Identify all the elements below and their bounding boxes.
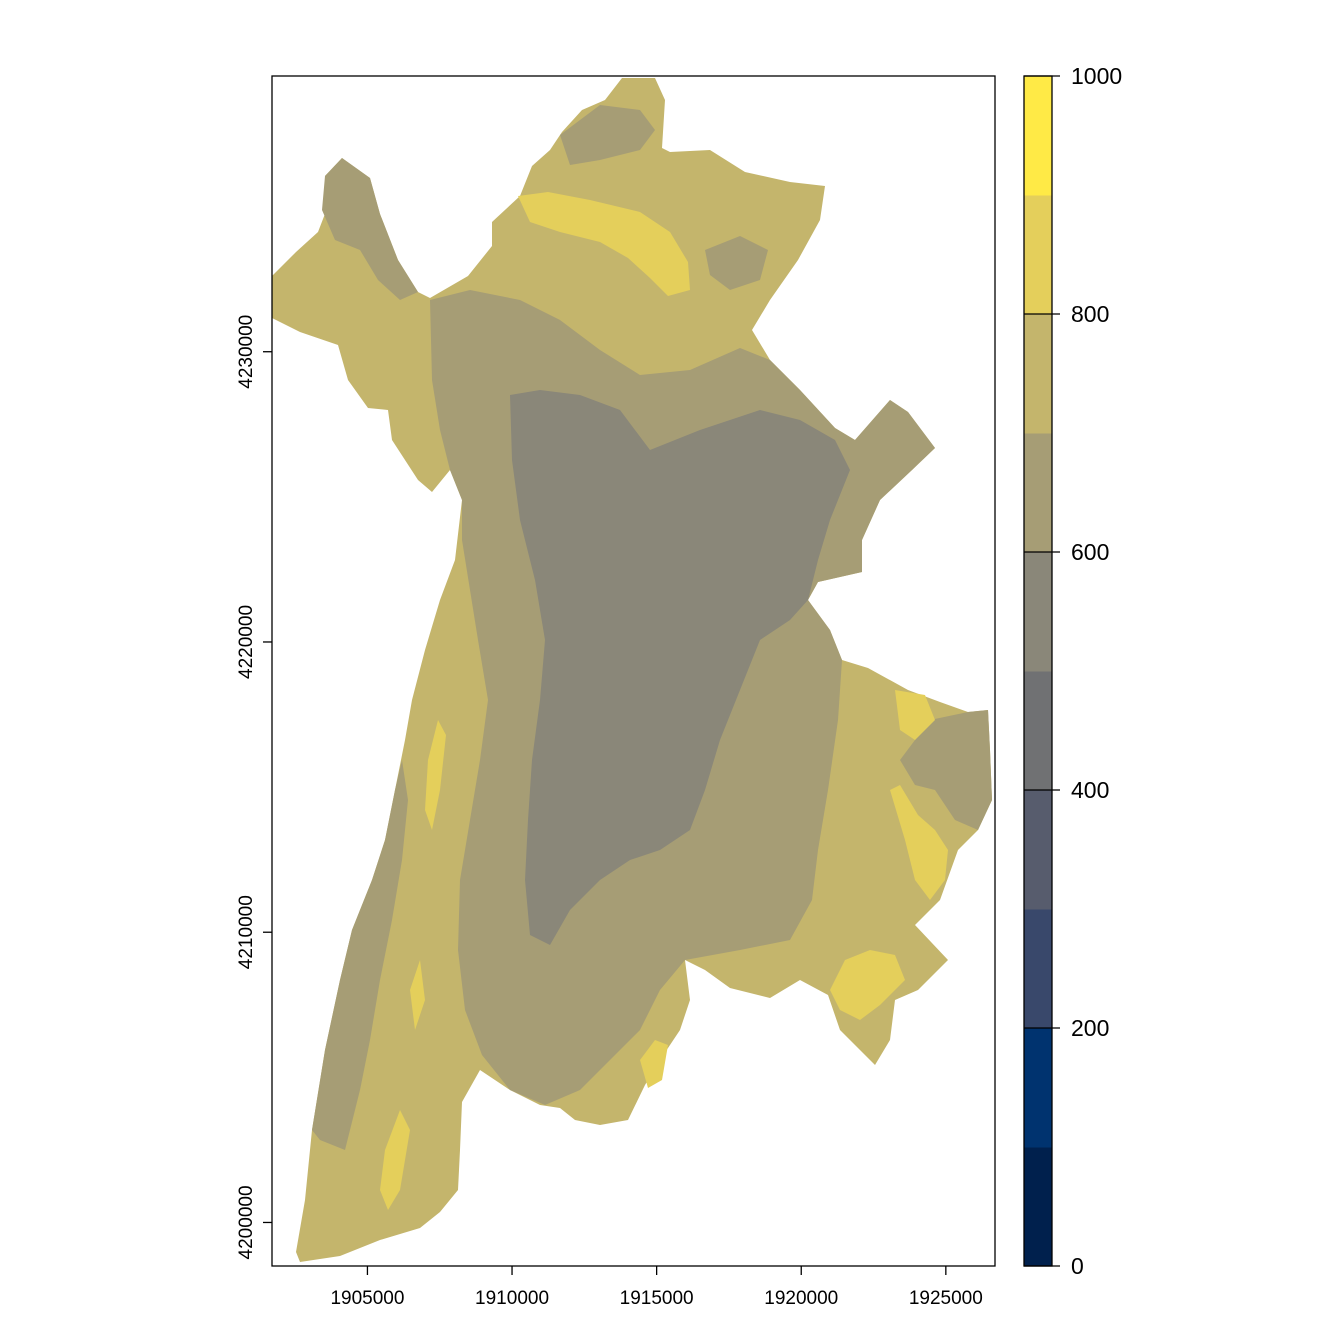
x-axis: 1905000 1910000 1915000 1920000 1925000 <box>330 1266 983 1309</box>
legend-tick-label: 200 <box>1071 1015 1109 1041</box>
region-high-west3 <box>410 960 425 1030</box>
legend-tick-label: 400 <box>1071 777 1109 803</box>
legend-tick-label: 0 <box>1071 1253 1084 1279</box>
legend-swatch <box>1024 790 1052 910</box>
region-core <box>510 390 850 945</box>
legend-swatch <box>1024 909 1052 1029</box>
legend-color-bar <box>1024 76 1052 1267</box>
legend-swatch <box>1024 1147 1052 1267</box>
y-axis: 4200000 4210000 4220000 4230000 <box>236 315 272 1259</box>
legend-swatch <box>1024 195 1052 315</box>
plot-frame <box>271 75 996 1267</box>
y-tick-label: 4210000 <box>236 895 257 969</box>
region-nw-spur <box>322 158 418 300</box>
region-high-east2 <box>895 690 935 740</box>
legend-swatch <box>1024 76 1052 196</box>
x-tick-label: 1920000 <box>764 1288 838 1309</box>
legend-tick-label: 800 <box>1071 301 1109 327</box>
x-tick-label: 1925000 <box>909 1288 983 1309</box>
x-tick-label: 1915000 <box>620 1288 694 1309</box>
region-west-strip <box>312 760 408 1150</box>
region-high-west2 <box>380 1110 410 1210</box>
y-tick-label: 4200000 <box>236 1185 257 1259</box>
region-high-north <box>518 192 690 296</box>
legend-tick-label: 1000 <box>1071 63 1122 89</box>
legend-swatch <box>1024 433 1052 553</box>
region-high-east <box>890 785 948 900</box>
raster-layer <box>272 78 992 1262</box>
x-tick-label: 1905000 <box>330 1288 404 1309</box>
region-north-patch <box>560 105 655 165</box>
region-high-south <box>640 1040 668 1088</box>
y-tick-label: 4230000 <box>236 315 257 389</box>
region-ne-patch <box>705 236 768 290</box>
legend-swatch <box>1024 314 1052 434</box>
y-tick-label: 4220000 <box>236 605 257 679</box>
x-tick-label: 1910000 <box>475 1288 549 1309</box>
legend-ticks: 0 200 400 600 800 1000 <box>1024 63 1122 1279</box>
region-high-west1 <box>425 720 446 830</box>
region-high-se <box>830 950 905 1020</box>
region-east-lobe <box>900 710 992 830</box>
legend-swatch <box>1024 552 1052 672</box>
legend-swatch <box>1024 671 1052 791</box>
legend-swatch <box>1024 1028 1052 1148</box>
color-legend: 0 200 400 600 800 1000 <box>1023 63 1122 1279</box>
legend-tick-label: 600 <box>1071 539 1109 565</box>
